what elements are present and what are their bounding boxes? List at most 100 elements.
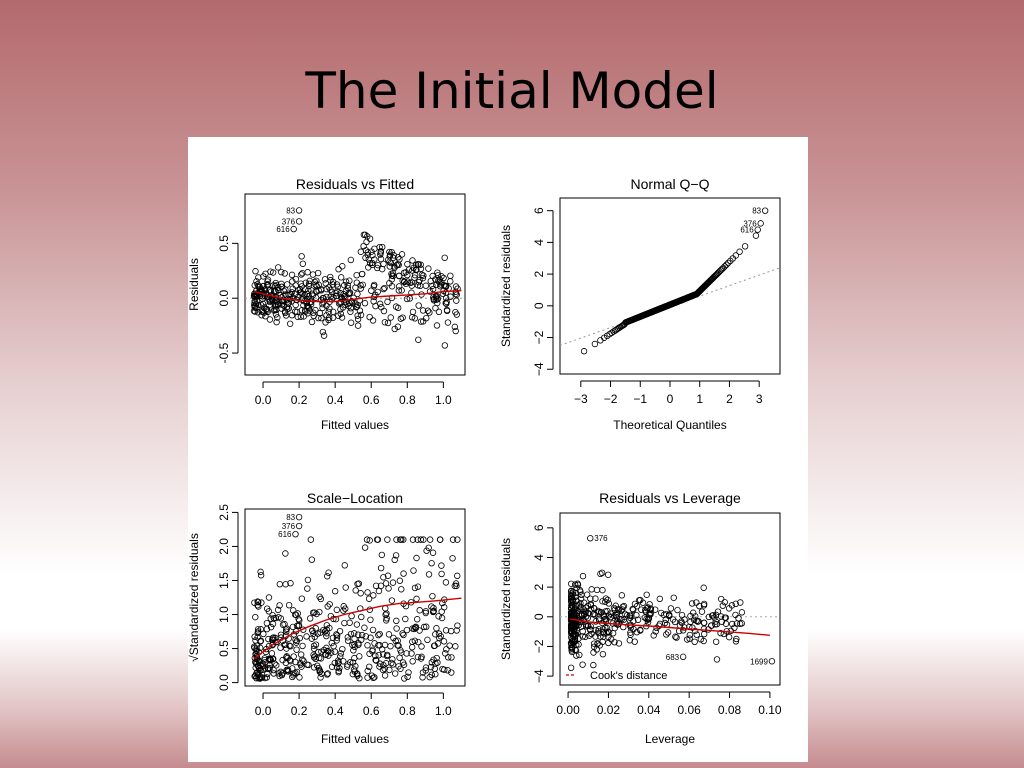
residuals-vs-fitted-point [252,294,259,301]
residuals-vs-fitted-y-axis: -0.5 0.0 0.5 [217,235,239,363]
scale-location-points [250,536,461,682]
scale-location-title: Scale−Location [307,490,403,506]
residuals-vs-fitted-point [426,288,434,295]
normal-qq-point [608,329,615,336]
residuals-vs-fitted-point [337,306,344,313]
residuals-vs-fitted-point [288,311,296,319]
residuals-vs-fitted-point [386,248,393,256]
residuals-vs-fitted-point [432,276,439,283]
scale-location-point [254,626,262,633]
residuals-vs-fitted-point [339,263,346,270]
scale-location-point [389,656,396,663]
scale-location-point [257,572,265,579]
residuals-vs-fitted-point [273,318,280,326]
residuals-vs-leverage-point [576,616,584,623]
residuals-vs-fitted-point [345,302,352,310]
residuals-vs-fitted-point [321,276,329,283]
normal-qq-y-tick-label: 6 [532,207,546,214]
residuals-vs-fitted-point [266,287,274,294]
scale-location-point [438,562,445,569]
scale-location-point [336,664,343,672]
scale-location-point [277,668,284,676]
scale-location-point [433,625,440,632]
residuals-vs-fitted-point [408,289,415,296]
residuals-vs-leverage-point [611,638,618,646]
residuals-vs-leverage-point [584,614,591,622]
scale-location-x-axis: 0.0 0.2 0.4 0.6 0.8 1.0 [255,692,452,718]
scale-location-point [342,584,349,591]
residuals-vs-leverage-x-tick-label: 0.08 [718,703,742,717]
scale-location-point [443,646,450,653]
scale-location-labeled-point [295,513,303,521]
scale-location-point [263,645,270,653]
residuals-vs-leverage-point [601,615,608,623]
normal-qq-point [714,270,721,277]
scale-location-point [317,674,324,681]
residuals-vs-fitted-point [401,278,408,286]
residuals-vs-fitted-point [374,261,382,269]
scale-location-point [324,603,331,610]
scale-location-point [364,589,371,596]
scale-location-point [292,669,299,677]
residuals-vs-fitted-point [251,303,259,310]
residuals-vs-leverage-point [714,608,722,615]
residuals-vs-fitted-point [451,323,459,331]
residuals-vs-fitted-point [370,298,377,305]
residuals-vs-leverage-point [570,637,577,644]
scale-location-point [269,641,276,648]
residuals-vs-fitted-point [357,282,364,289]
residuals-vs-fitted-point [283,281,291,288]
residuals-vs-fitted-point [255,274,262,281]
residuals-vs-fitted-plot: Residuals vs Fitted 0.0 0.2 0.4 0.6 0.8 1.0 Fit… [188,176,466,432]
residuals-vs-leverage-point [652,628,659,635]
scale-location-point [290,653,297,660]
normal-qq-x-tick-label: 1 [696,392,703,406]
residuals-vs-fitted-point [423,314,430,322]
scale-location-point [411,637,419,645]
scale-location-point [384,651,391,659]
scale-location-point [375,651,382,659]
residuals-vs-leverage-point [665,611,673,618]
residuals-vs-leverage-point [578,591,585,599]
scale-location-point [257,568,264,576]
normal-qq-y-tick-label: 4 [532,239,546,246]
scale-location-point [279,670,286,677]
residuals-vs-fitted-point [366,259,374,267]
scale-location-point [283,628,290,635]
scale-location-y-tick-label: 2.0 [217,538,231,555]
scale-location-point [306,615,314,622]
residuals-vs-leverage-y-axis: −4 −2 0 2 4 6 [532,524,554,683]
residuals-vs-leverage-point [590,604,598,612]
scale-location-point [277,644,284,651]
scale-location-point [267,615,274,622]
normal-qq-y-tick-label: 2 [532,270,546,277]
scale-location-x-tick-label: 0.2 [291,704,308,718]
residuals-vs-leverage-point [605,600,613,607]
scale-location-point [424,636,431,644]
scale-location-point [266,664,273,672]
residuals-vs-leverage-point [582,608,589,616]
scale-location-point [428,659,435,666]
residuals-vs-leverage-point [571,581,579,588]
residuals-vs-leverage-point [656,595,664,603]
residuals-vs-leverage-point [603,629,610,637]
residuals-vs-leverage-point-label: 1699 [750,657,768,666]
normal-qq-point-label: 83 [752,207,761,216]
scale-location-point [348,612,355,620]
scale-location-point [354,580,361,588]
residuals-vs-fitted-point [369,251,376,259]
scale-location-point [349,670,356,678]
residuals-vs-fitted-point [396,272,403,280]
normal-qq-point [723,261,730,268]
scale-location-point [298,595,306,602]
scale-location-point [400,631,407,639]
scale-location-point [434,640,442,647]
residuals-vs-leverage-point [638,606,645,613]
residuals-vs-leverage-point [660,611,668,619]
scale-location-point [382,617,390,624]
residuals-vs-fitted-point [319,304,326,312]
residuals-vs-fitted-labeled-point [295,207,303,214]
residuals-vs-leverage-x-tick-label: 0.04 [637,703,661,717]
residuals-vs-fitted-point [441,342,449,349]
